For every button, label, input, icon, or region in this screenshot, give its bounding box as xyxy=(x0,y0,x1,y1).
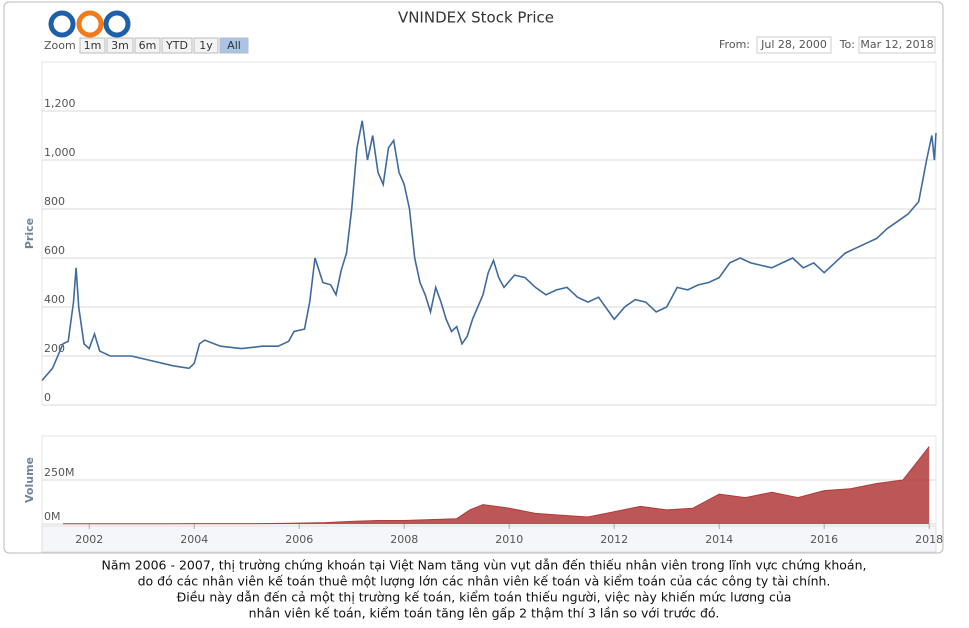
range-button-label: 6m xyxy=(139,39,157,52)
range-button-bg xyxy=(79,37,106,54)
caption-line: Điều này dẫn đến cả một thị trường kế to… xyxy=(177,590,792,605)
from-value: Jul 28, 2000 xyxy=(760,38,827,51)
x-tick-label: 2002 xyxy=(75,533,103,546)
range-button[interactable]: 1y xyxy=(193,37,219,54)
price-line xyxy=(41,120,937,382)
x-tick-label: 2014 xyxy=(705,533,733,546)
y-tick-label: 250M xyxy=(44,466,75,479)
caption-line: Năm 2006 - 2007, thị trường chứng khoán … xyxy=(102,558,867,573)
area-fill xyxy=(62,446,930,524)
range-button[interactable]: 3m xyxy=(106,37,134,54)
range-button-label: All xyxy=(227,39,241,52)
zoom-label: Zoom xyxy=(44,39,76,52)
range-button-bg xyxy=(134,37,161,54)
x-tick-label: 2018 xyxy=(915,533,943,546)
y-axis-label: Volume xyxy=(23,457,36,503)
y-tick-label: 0 xyxy=(44,391,51,404)
to-label: To: xyxy=(839,38,855,51)
navigator[interactable] xyxy=(41,525,937,553)
range-button[interactable]: 1m xyxy=(79,37,106,54)
caption-line: do đó các nhân viên kế toán thuê một lượ… xyxy=(138,574,831,589)
y-tick-label: 800 xyxy=(44,195,65,208)
logo xyxy=(48,10,131,38)
y-tick-label: 1,200 xyxy=(44,97,76,110)
chart-title: VNINDEX Stock Price xyxy=(398,9,554,27)
range-button-label: 1y xyxy=(199,39,213,52)
caption-line: nhân viên kế toán, kiểm toán tăng lên gấ… xyxy=(249,606,720,621)
range-button[interactable]: YTD xyxy=(161,37,193,54)
x-tick-label: 2010 xyxy=(495,533,523,546)
x-tick-label: 2004 xyxy=(180,533,208,546)
range-button-bg xyxy=(193,37,219,54)
range-button-label: 3m xyxy=(111,39,129,52)
volume-line xyxy=(63,446,930,525)
range-button-bg xyxy=(106,37,134,54)
to-value: Mar 12, 2018 xyxy=(860,38,933,51)
x-tick-label: 2016 xyxy=(810,533,838,546)
plot-area xyxy=(41,61,937,406)
range-button-label: 1m xyxy=(84,39,102,52)
range-button-bg xyxy=(219,37,249,54)
x-tick-label: 2006 xyxy=(285,533,313,546)
range-button[interactable]: 6m xyxy=(134,37,161,54)
y-tick-label: 400 xyxy=(44,293,65,306)
range-button[interactable]: All xyxy=(219,37,249,54)
x-tick-label: 2012 xyxy=(600,533,628,546)
from-label: From: xyxy=(719,38,750,51)
y-tick-label: 1,000 xyxy=(44,146,76,159)
y-tick-label: 600 xyxy=(44,244,65,257)
y-tick-label: 0M xyxy=(44,510,61,523)
range-button-label: YTD xyxy=(165,39,188,52)
from-input[interactable] xyxy=(756,36,832,54)
x-tick-label: 2008 xyxy=(390,533,418,546)
to-input[interactable] xyxy=(858,36,936,54)
range-button-bg xyxy=(161,37,193,54)
y-axis-label: Price xyxy=(23,218,36,249)
